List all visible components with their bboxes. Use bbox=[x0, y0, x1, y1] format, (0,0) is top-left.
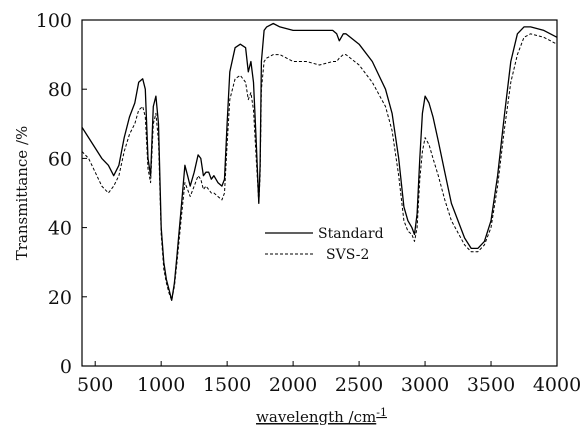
legend: Standard SVS-2 bbox=[265, 226, 384, 263]
y-tick-label: 20 bbox=[48, 287, 72, 309]
y-axis-title: Transmittance /% bbox=[13, 126, 31, 261]
y-tick-label: 0 bbox=[60, 356, 72, 378]
series-line-1 bbox=[81, 22, 558, 301]
legend-label-2: SVS-2 bbox=[326, 247, 369, 263]
x-tick-label: 2500 bbox=[335, 374, 383, 396]
y-tick-label: 60 bbox=[48, 148, 72, 170]
plot-frame bbox=[81, 19, 558, 367]
x-tick-label: 3500 bbox=[467, 374, 515, 396]
x-tick-label: 1000 bbox=[137, 374, 185, 396]
x-tick-label: 1500 bbox=[203, 374, 251, 396]
y-tick-label: 80 bbox=[48, 79, 72, 101]
x-tick-label: 4000 bbox=[533, 374, 581, 396]
y-tick-label: 40 bbox=[48, 218, 72, 240]
axes: 500 1000 1500 2000 2500 3000 3500 4000 0 20 40 60 80… bbox=[13, 10, 581, 426]
x-tick-label: 2000 bbox=[269, 374, 317, 396]
y-tick-label: 100 bbox=[36, 10, 72, 32]
plot-area bbox=[81, 22, 558, 301]
legend-label-1: Standard bbox=[318, 226, 384, 242]
series-line-2 bbox=[81, 33, 558, 301]
x-tick-label: 500 bbox=[77, 374, 113, 396]
x-tick-label: 3000 bbox=[401, 374, 449, 396]
x-axis-title: wavelength /cm-1 bbox=[256, 406, 387, 426]
